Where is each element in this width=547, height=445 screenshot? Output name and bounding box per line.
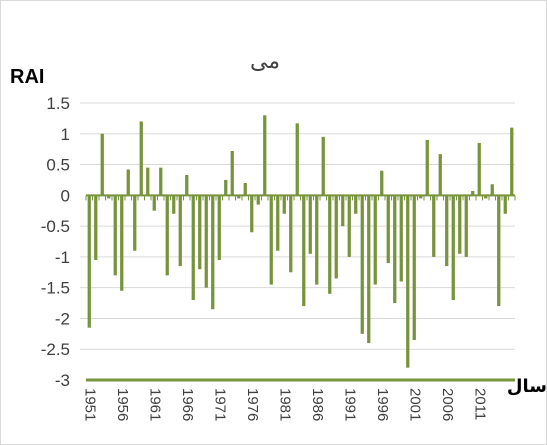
axes — [85, 194, 516, 382]
x-tick-label: 1981 — [276, 388, 293, 421]
x-tick-label: 1961 — [146, 388, 163, 421]
x-tick-label: 2006 — [439, 388, 456, 421]
x-tick-label: 1951 — [81, 388, 98, 421]
bar — [107, 195, 111, 199]
y-tick-label: -3 — [55, 371, 70, 390]
bar — [269, 195, 273, 285]
y-tick-label: -1 — [55, 248, 70, 267]
bar — [126, 169, 130, 196]
bar — [308, 195, 312, 254]
bar — [146, 167, 150, 196]
x-tick-label: 2001 — [406, 388, 423, 421]
y-tick-label: -2 — [55, 309, 70, 328]
x-tick-label: 1986 — [309, 388, 326, 421]
bar — [159, 167, 163, 196]
bar — [211, 195, 215, 310]
bar — [94, 195, 98, 260]
y-tick-label: 0.5 — [46, 156, 70, 175]
bar — [263, 115, 267, 196]
bar — [328, 195, 332, 294]
bar — [386, 195, 390, 264]
bar — [497, 195, 501, 307]
bar — [490, 184, 494, 196]
bar — [503, 195, 507, 214]
x-axis-label: سال — [507, 376, 547, 397]
bar — [451, 195, 455, 300]
bar — [87, 195, 91, 328]
bar — [354, 195, 358, 214]
y-tick-label: 0 — [61, 186, 70, 205]
gridlines — [80, 102, 515, 350]
x-tick-label: 1966 — [179, 388, 196, 421]
bar — [321, 136, 325, 196]
bar — [438, 154, 442, 196]
x-tick-label: 1976 — [244, 388, 261, 421]
bar — [250, 195, 254, 233]
y-tick-label: -1.5 — [41, 279, 70, 298]
bar — [237, 195, 241, 199]
bar — [380, 170, 384, 196]
bar — [133, 195, 137, 251]
bar — [191, 195, 195, 300]
bar — [406, 195, 410, 368]
bar — [484, 195, 488, 199]
bar — [289, 195, 293, 273]
bar — [464, 195, 468, 257]
bar — [217, 195, 221, 260]
bar — [510, 127, 514, 196]
bar — [412, 195, 416, 340]
bar — [172, 195, 176, 214]
bar — [243, 183, 247, 196]
x-tick-label: 1991 — [341, 388, 358, 421]
y-tick-label: -0.5 — [41, 217, 70, 236]
bar — [477, 143, 481, 196]
bar — [373, 195, 377, 285]
bars — [87, 115, 514, 368]
bar — [341, 195, 345, 227]
bar — [256, 195, 260, 205]
bar — [432, 195, 436, 257]
bar — [445, 195, 449, 267]
bar — [399, 195, 403, 282]
chart-title: می — [250, 49, 280, 74]
bar — [100, 133, 104, 196]
bar — [276, 195, 280, 251]
y-tick-label: 1 — [61, 125, 70, 144]
bar — [360, 195, 364, 334]
bar — [198, 195, 202, 270]
bar — [295, 123, 299, 196]
y-tick-label: 1.5 — [46, 94, 70, 113]
bar — [230, 151, 234, 196]
x-tick-label: 1956 — [114, 388, 131, 421]
x-tick-label: 1971 — [211, 388, 228, 421]
y-tick-labels: 1.5 1 0.5 0 -0.5 -1 -1.5 -2 -2.5 -3 — [41, 94, 70, 390]
y-axis-label: RAI — [10, 66, 44, 88]
bar — [458, 195, 462, 254]
bar — [425, 139, 429, 196]
bar — [347, 195, 351, 257]
bar — [302, 195, 306, 307]
bar — [204, 195, 208, 288]
y-tick-label: -2.5 — [41, 340, 70, 359]
bar — [282, 195, 286, 214]
bar — [139, 121, 143, 196]
x-tick-label: 2011 — [471, 388, 488, 420]
bar — [471, 191, 475, 196]
bar — [185, 175, 189, 196]
x-tick-label: 1996 — [374, 388, 391, 421]
bar — [224, 179, 228, 196]
bar — [165, 195, 169, 276]
bar — [315, 195, 319, 285]
bar — [113, 195, 117, 276]
bar — [367, 195, 371, 344]
bar — [393, 195, 397, 304]
x-tick-labels: 1951 1956 1961 1966 1971 1976 1981 1986 1991 1996… — [81, 388, 488, 421]
bar — [419, 195, 423, 199]
bar — [178, 195, 182, 267]
bar — [334, 195, 338, 279]
bar — [152, 195, 156, 211]
bar — [120, 195, 124, 291]
